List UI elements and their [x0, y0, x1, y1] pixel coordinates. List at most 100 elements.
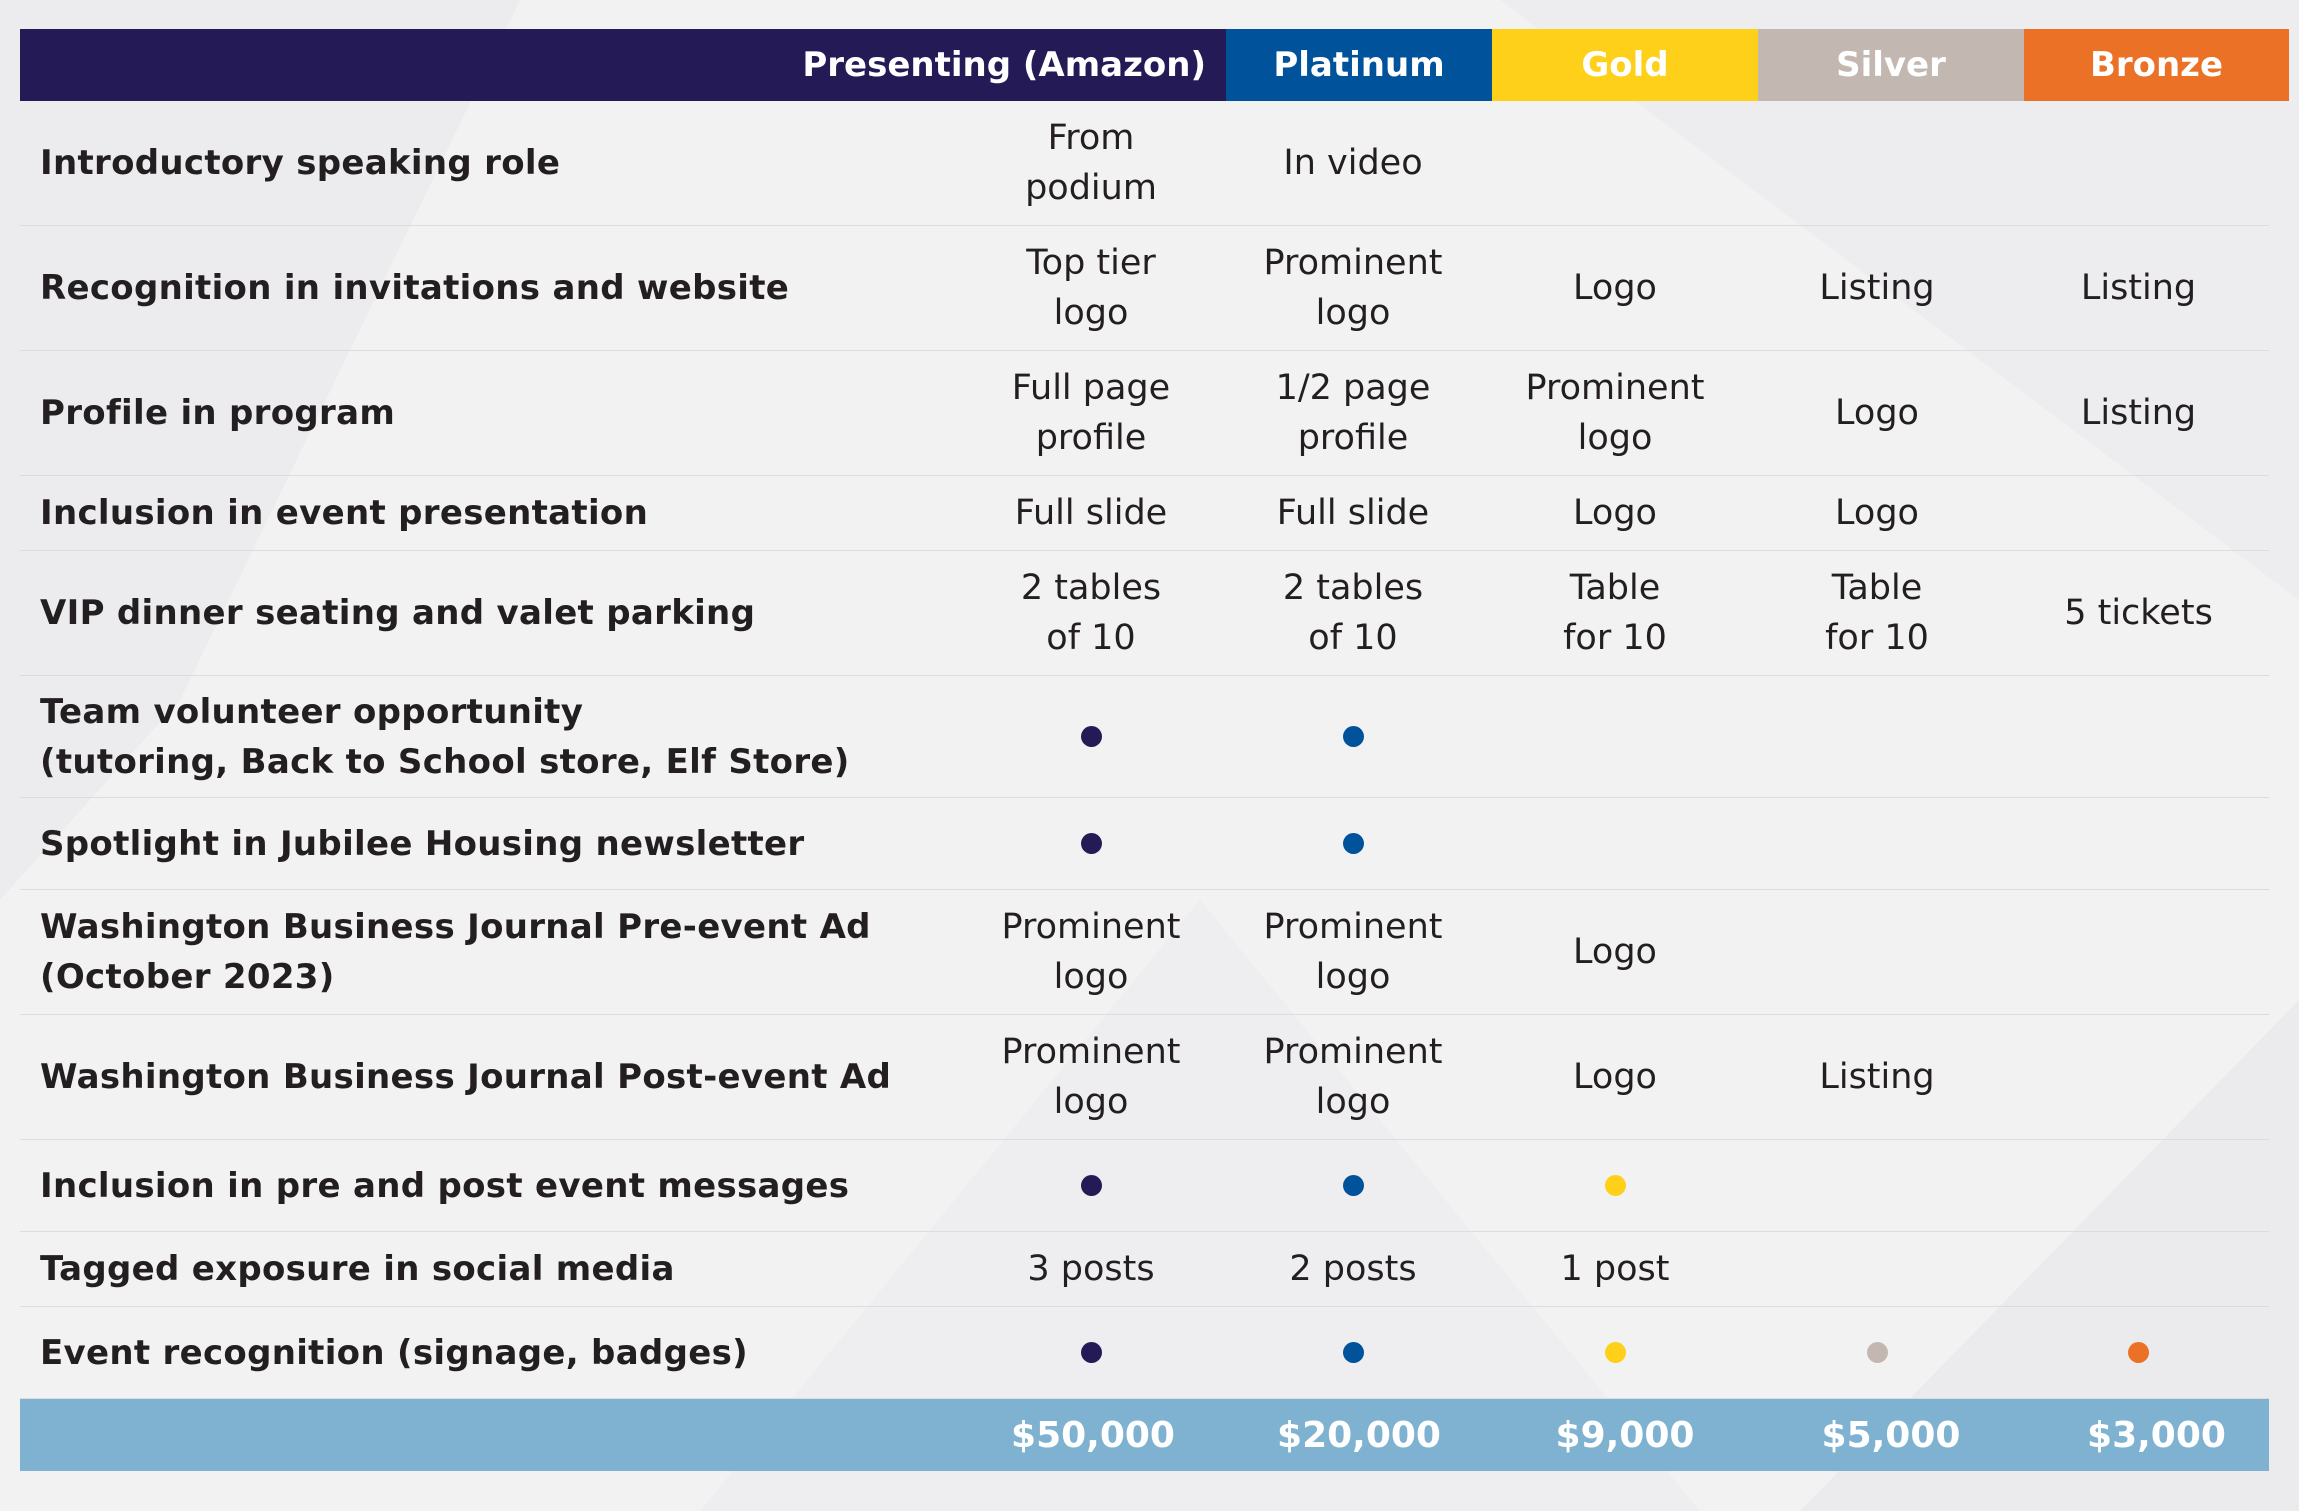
price-bronze: $3,000 — [2087, 1414, 2226, 1456]
benefit-cell-silver: Listing — [1819, 268, 1935, 308]
benefit-cell-platinum: Prominent logo — [1263, 907, 1443, 997]
benefit-cell-presenting: Top tier logo — [1026, 243, 1156, 333]
benefit-label: Inclusion in pre and post event messages — [40, 1165, 850, 1206]
benefit-row: Event recognition (signage, badges) — [20, 1307, 2269, 1399]
benefit-cell-platinum — [1222, 798, 1484, 889]
benefit-cell-presenting — [960, 798, 1222, 889]
benefit-cell-bronze — [2008, 1232, 2269, 1306]
benefit-cell-platinum: Full slide — [1276, 493, 1430, 533]
included-dot-icon — [1866, 1342, 1888, 1363]
included-dot-icon — [1080, 1175, 1102, 1196]
benefit-row: Profile in program Full page profile 1/2 p… — [20, 351, 2269, 476]
benefit-cell-presenting: Full page profile — [1011, 368, 1171, 458]
benefit-cell-gold: Table for 10 — [1563, 568, 1667, 658]
benefit-cell-bronze: 5 tickets — [2064, 593, 2213, 633]
benefit-cell-silver — [1746, 1140, 2008, 1231]
benefit-cell-presenting — [960, 676, 1222, 797]
included-dot-icon — [1604, 1175, 1626, 1196]
benefit-cell-silver — [1746, 1232, 2008, 1306]
benefit-cell-platinum — [1222, 1307, 1484, 1398]
included-dot-icon — [1604, 1342, 1626, 1363]
benefit-cell-gold — [1484, 1307, 1746, 1398]
tier-header-row: Presenting (Amazon) Platinum Gold Silver Bro… — [20, 29, 2289, 101]
included-dot-icon — [1342, 1342, 1364, 1363]
benefit-row: VIP dinner seating and valet parking 2 ta… — [20, 551, 2269, 676]
price-label-spacer — [20, 1399, 960, 1471]
benefit-cell-platinum — [1222, 1140, 1484, 1231]
benefit-cell-presenting: 2 tables of 10 — [1020, 568, 1162, 658]
benefit-cell-presenting: Prominent logo — [1001, 907, 1181, 997]
benefit-cell-presenting — [960, 1140, 1222, 1231]
price-presenting: $50,000 — [1011, 1414, 1175, 1456]
included-dot-icon — [1342, 1175, 1364, 1196]
benefit-row: Inclusion in pre and post event messages — [20, 1140, 2269, 1232]
benefit-row: Recognition in invitations and website To… — [20, 226, 2269, 351]
benefit-label: Washington Business Journal Pre-event Ad… — [40, 907, 871, 997]
tier-header-presenting: Presenting (Amazon) — [802, 45, 1206, 85]
benefit-cell-platinum: Prominent logo — [1263, 1032, 1443, 1122]
benefit-cell-presenting: 3 posts — [1027, 1249, 1155, 1289]
benefit-cell-gold: Logo — [1573, 268, 1657, 308]
benefit-label: Inclusion in event presentation — [40, 493, 649, 533]
tier-header-silver: Silver — [1758, 29, 2024, 101]
benefit-cell-presenting: From podium — [1025, 118, 1157, 208]
benefit-cell-gold: 1 post — [1560, 1249, 1670, 1289]
included-dot-icon — [1080, 833, 1102, 854]
price-gold: $9,000 — [1555, 1414, 1695, 1456]
benefit-row: Tagged exposure in social media 3 posts 2 … — [20, 1232, 2269, 1307]
benefit-label: Event recognition (signage, badges) — [40, 1332, 748, 1373]
benefit-cell-silver: Listing — [1819, 1057, 1935, 1097]
benefit-row: Washington Business Journal Post-event A… — [20, 1015, 2269, 1140]
included-dot-icon — [1342, 726, 1364, 747]
benefit-cell-gold: Logo — [1573, 1057, 1657, 1097]
benefit-cell-gold: Prominent logo — [1525, 368, 1705, 458]
price-row: $50,000 $20,000 $9,000 $5,000 $3,000 — [20, 1399, 2269, 1471]
benefit-cell-presenting — [960, 1307, 1222, 1398]
benefit-cell-bronze — [2008, 476, 2269, 550]
benefit-label: Profile in program — [40, 393, 396, 433]
price-silver: $5,000 — [1821, 1414, 1961, 1456]
benefit-cell-bronze — [2008, 1307, 2269, 1398]
benefit-cell-bronze — [2008, 676, 2269, 797]
benefit-cell-presenting: Full slide — [1014, 493, 1168, 533]
benefit-cell-gold: Logo — [1573, 932, 1657, 972]
benefit-cell-silver: Table for 10 — [1825, 568, 1929, 658]
tier-header-platinum: Platinum — [1226, 29, 1492, 101]
benefit-cell-platinum: 2 posts — [1289, 1249, 1417, 1289]
benefit-cell-bronze: Listing — [2080, 268, 2197, 308]
benefit-cell-bronze: Listing — [2080, 393, 2197, 433]
benefit-cell-bronze — [2008, 798, 2269, 889]
benefit-row: Washington Business Journal Pre-event Ad… — [20, 890, 2269, 1015]
benefit-cell-silver: Logo — [1835, 393, 1919, 433]
benefit-cell-gold — [1484, 798, 1746, 889]
benefit-cell-silver — [1746, 890, 2008, 1014]
benefit-label: Tagged exposure in social media — [40, 1249, 675, 1289]
benefit-row: Inclusion in event presentation Full slid… — [20, 476, 2269, 551]
benefit-cell-gold: Logo — [1573, 493, 1657, 533]
benefit-cell-silver — [1746, 676, 2008, 797]
benefit-label: Team volunteer opportunity (tutoring, Ba… — [40, 691, 850, 782]
benefit-label: VIP dinner seating and valet parking — [40, 593, 756, 633]
benefit-cell-silver — [1746, 798, 2008, 889]
benefit-cell-gold — [1484, 676, 1746, 797]
benefit-cell-platinum: In video — [1283, 143, 1423, 183]
benefit-label: Introductory speaking role — [40, 143, 561, 183]
tier-header-gold: Gold — [1492, 29, 1758, 101]
price-platinum: $20,000 — [1277, 1414, 1441, 1456]
tier-header-bronze: Bronze — [2024, 29, 2289, 101]
benefit-cell-platinum — [1222, 676, 1484, 797]
benefit-cell-silver: Logo — [1835, 493, 1919, 533]
benefit-cell-bronze — [2008, 890, 2269, 1014]
benefit-cell-gold — [1484, 101, 1746, 225]
benefit-cell-gold — [1484, 1140, 1746, 1231]
included-dot-icon — [2128, 1342, 2149, 1363]
benefit-cell-bronze — [2008, 1140, 2269, 1231]
benefit-cell-silver — [1746, 1307, 2008, 1398]
benefit-cell-bronze — [2008, 1015, 2269, 1139]
included-dot-icon — [1342, 833, 1364, 854]
benefit-label: Recognition in invitations and website — [40, 268, 790, 308]
benefit-cell-bronze — [2008, 101, 2269, 225]
included-dot-icon — [1080, 726, 1102, 747]
benefit-label: Spotlight in Jubilee Housing newsletter — [40, 823, 805, 864]
benefit-cell-platinum: 2 tables of 10 — [1282, 568, 1424, 658]
